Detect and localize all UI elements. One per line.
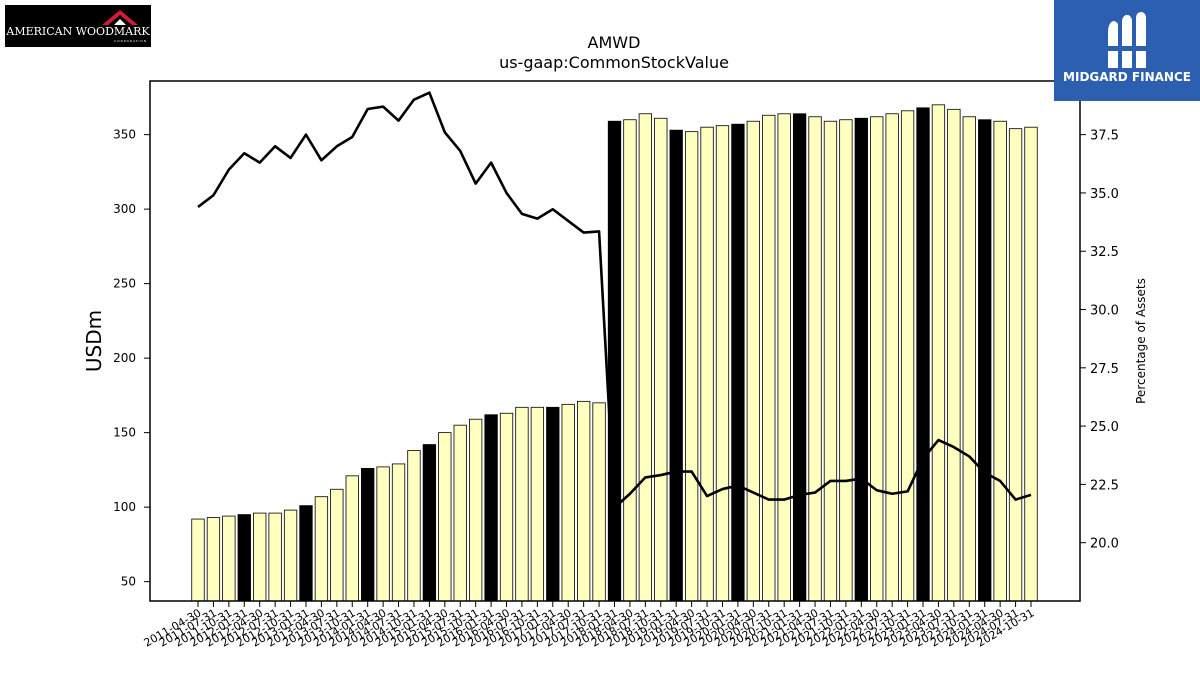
bar — [607, 120, 622, 602]
bar — [407, 450, 421, 602]
bar — [978, 119, 992, 602]
y-tick-label: 350 — [113, 128, 136, 142]
bar — [345, 475, 359, 602]
bar — [1008, 128, 1023, 602]
bar — [299, 505, 313, 602]
bar — [592, 402, 606, 602]
bar — [206, 517, 221, 602]
y2-tick-label: 32.5 — [1090, 245, 1119, 260]
roof-icon — [102, 10, 138, 25]
bar — [453, 424, 467, 602]
bar — [361, 467, 375, 602]
y2-tick-label: 25.0 — [1090, 420, 1119, 435]
bar — [422, 444, 437, 602]
y-tick-label: 100 — [113, 500, 136, 514]
chart-title: AMWD — [588, 33, 641, 52]
bar — [854, 117, 868, 602]
bar — [993, 120, 1007, 602]
bar — [191, 518, 205, 602]
bar — [577, 400, 591, 602]
bar — [792, 113, 807, 602]
bar — [623, 119, 637, 602]
y-tick-label: 300 — [113, 202, 136, 216]
bar-series — [191, 104, 1038, 602]
bar — [731, 123, 745, 602]
bar — [916, 107, 930, 602]
bar — [746, 120, 760, 602]
y2-tick-label: 37.5 — [1090, 129, 1119, 144]
bar — [546, 406, 560, 602]
y-axis-label: USDm — [82, 310, 106, 372]
right-axis: 20.0 22.5 25.0 27.5 30.0 32.5 35.0 37.5 — [1080, 129, 1119, 552]
bar — [515, 406, 529, 602]
american-woodmark-logo: AMERICAN WOODMARK CORPORATION — [5, 5, 151, 47]
y2-tick-label: 22.5 — [1090, 478, 1119, 493]
y2-tick-label: 30.0 — [1090, 304, 1119, 319]
bar — [438, 432, 452, 602]
bar — [237, 514, 251, 602]
y2-tick-label: 20.0 — [1090, 537, 1119, 552]
bar — [222, 515, 236, 602]
midgard-mark-icon — [1106, 12, 1148, 68]
y-tick-label: 150 — [113, 426, 136, 440]
bar — [931, 104, 946, 602]
bar — [530, 406, 545, 602]
bar — [314, 496, 329, 602]
percentage-line — [197, 91, 1032, 510]
plot-frame — [149, 80, 1081, 602]
y-tick-label: 250 — [113, 277, 136, 291]
bar — [469, 418, 483, 602]
line-series — [197, 91, 1032, 510]
american-woodmark-wordmark: AMERICAN WOODMARK — [6, 25, 150, 38]
bar — [561, 403, 575, 602]
bar — [499, 412, 514, 602]
bar — [700, 126, 714, 602]
bar — [654, 117, 668, 602]
bar — [962, 116, 976, 602]
bar — [391, 463, 406, 602]
bar — [253, 512, 267, 602]
y-tick-label: 50 — [121, 575, 136, 589]
bar — [684, 131, 699, 602]
bar — [777, 113, 791, 602]
bar — [638, 113, 652, 602]
bar — [484, 414, 498, 602]
bar — [823, 120, 838, 602]
bar — [947, 108, 961, 602]
y2-tick-label: 35.0 — [1090, 187, 1119, 202]
y-tick-label: 200 — [113, 351, 136, 365]
midgard-finance-logo: MIDGARD FINANCE — [1054, 0, 1200, 101]
bar — [839, 119, 853, 602]
bar — [808, 116, 822, 602]
bar — [283, 509, 298, 602]
bar — [885, 113, 899, 602]
midgard-finance-wordmark: MIDGARD FINANCE — [1063, 70, 1191, 84]
bar — [870, 116, 884, 602]
bar — [268, 512, 282, 602]
american-woodmark-tagline: CORPORATION — [114, 39, 147, 43]
bar — [376, 466, 390, 602]
bar — [669, 129, 683, 602]
bar — [762, 114, 776, 602]
chart-subtitle: us-gaap:CommonStockValue — [499, 53, 729, 72]
bar — [330, 488, 344, 602]
bar — [715, 125, 730, 602]
bar — [1024, 126, 1038, 602]
bar — [900, 110, 915, 602]
y2-tick-label: 27.5 — [1090, 362, 1119, 377]
left-axis: 50 100 150 200 250 300 350 — [113, 128, 150, 589]
x-axis: 2011-04-302011-07-312011-10-312012-01-31… — [142, 601, 1037, 650]
y2-axis-label: Percentage of Assets — [1134, 278, 1148, 404]
